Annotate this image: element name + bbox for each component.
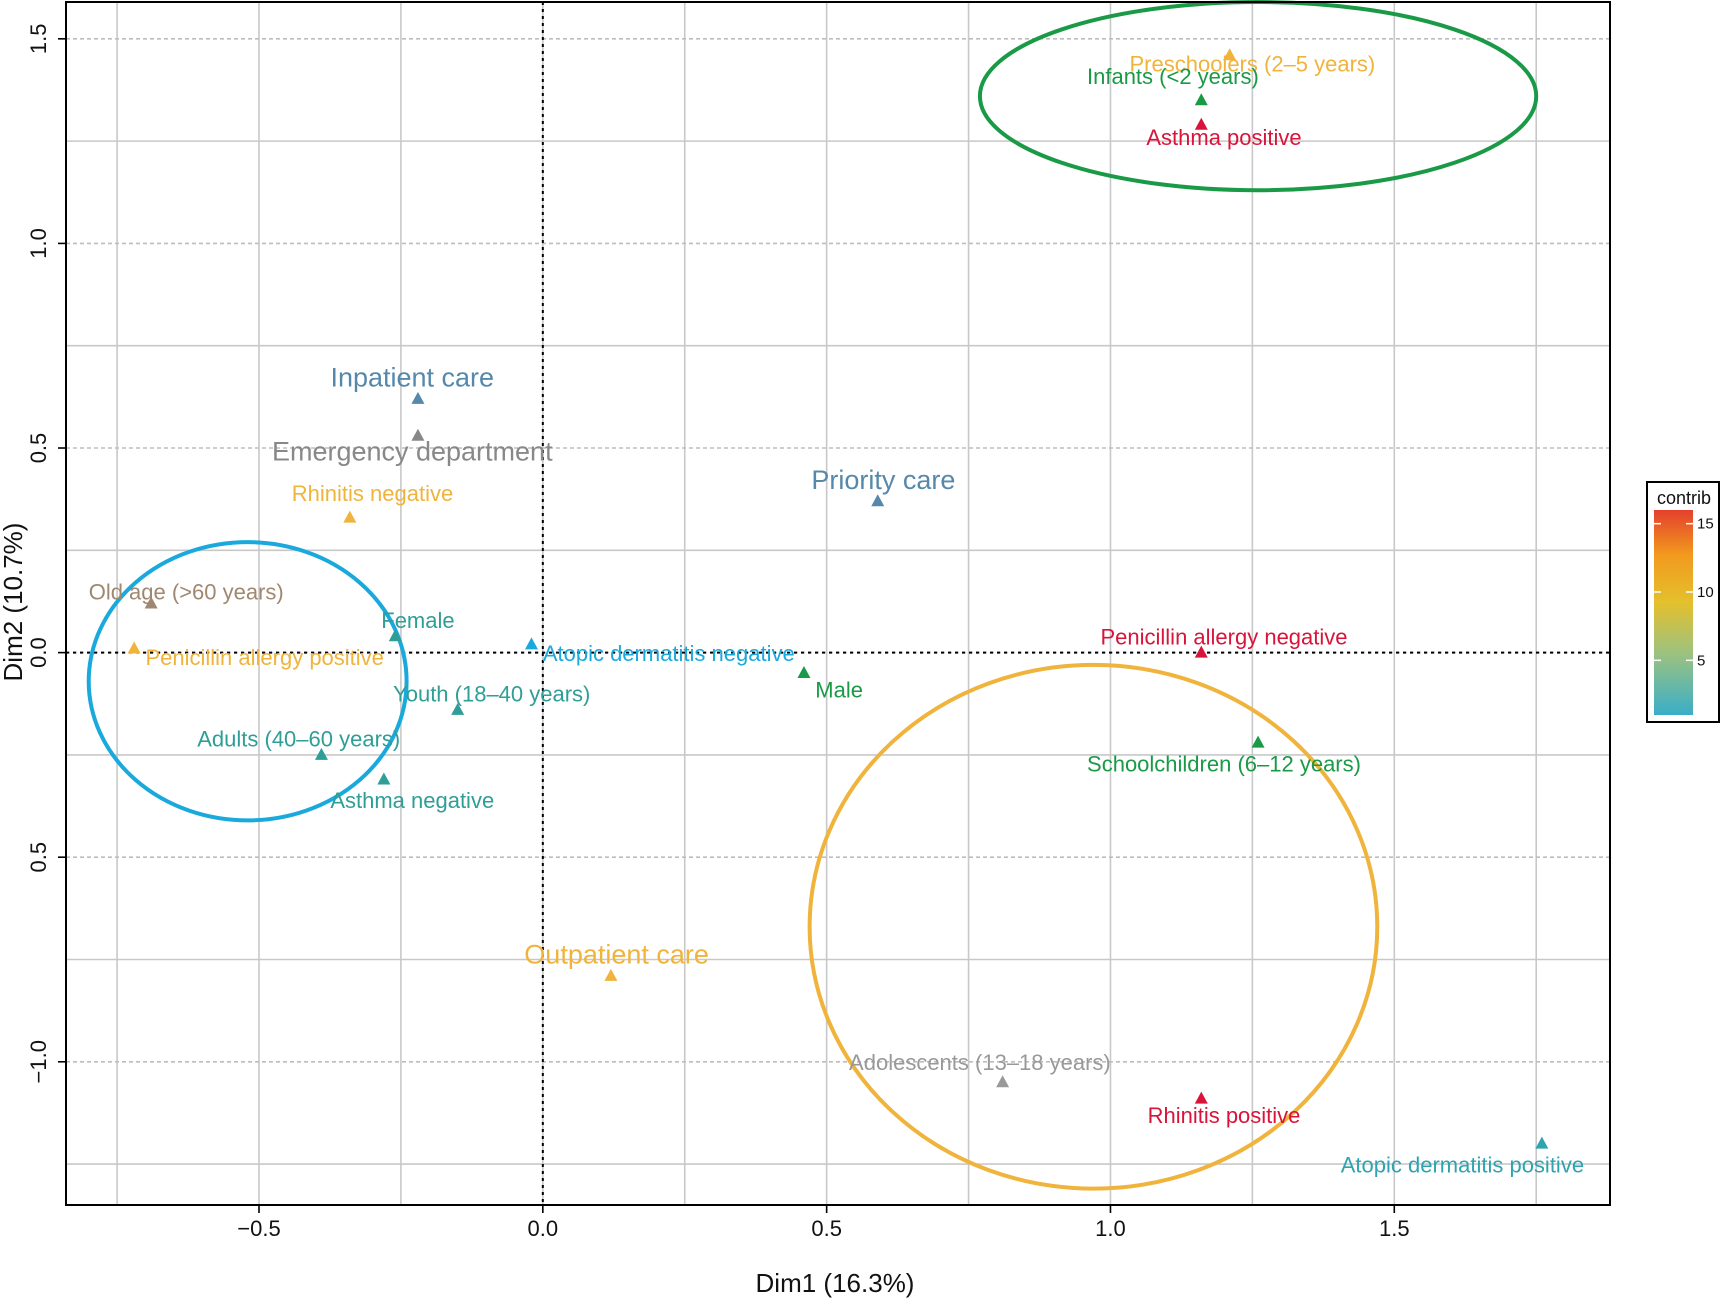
y-axis-ticks: −1.0 0.5 0.0 0.5 1.0 1.5	[26, 24, 66, 1084]
point-label: Emergency department	[272, 436, 553, 466]
data-point: Old age (>60 years)	[89, 579, 284, 609]
point-label: Rhinitis positive	[1148, 1103, 1301, 1128]
point-label: Rhinitis negative	[292, 481, 453, 506]
legend-ticks: 15 10 5	[1654, 516, 1714, 669]
x-axis-ticks: −0.5 0.0 0.5 1.0 1.5	[237, 1205, 1410, 1241]
point-marker	[411, 391, 425, 404]
legend-colorbar	[1654, 510, 1693, 715]
point-label: Old age (>60 years)	[89, 579, 284, 604]
data-point: Adults (40–60 years)	[197, 727, 400, 760]
point-label: Preschoolers (2–5 years)	[1129, 52, 1375, 77]
point-marker	[388, 629, 402, 642]
data-point: Youth (18–40 years)	[393, 682, 590, 715]
point-marker	[1223, 48, 1237, 61]
data-point: Schoolchildren (6–12 years)	[1087, 735, 1361, 776]
point-label: Adolescents (13–18 years)	[849, 1050, 1111, 1075]
point-marker	[1535, 1136, 1549, 1149]
legend-tick-label: 15	[1697, 516, 1714, 533]
point-marker	[343, 510, 357, 523]
point-label: Penicillin allergy negative	[1100, 624, 1347, 649]
y-tick-label: 1.5	[26, 24, 51, 55]
x-tick-label: 1.0	[1095, 1216, 1126, 1241]
data-point: Infants (<2 years)	[1087, 64, 1259, 106]
point-label: Schoolchildren (6–12 years)	[1087, 751, 1361, 776]
point-label: Penicillin allergy positive	[145, 645, 383, 670]
x-tick-label: 0.5	[811, 1216, 842, 1241]
point-marker	[377, 772, 391, 785]
point-label: Asthma negative	[330, 788, 494, 813]
point-marker	[871, 494, 885, 507]
point-label: Male	[815, 678, 863, 703]
point-marker	[1194, 93, 1208, 106]
data-point: Rhinitis positive	[1148, 1091, 1301, 1128]
ellipse-yellow	[807, 662, 1380, 1191]
point-marker	[604, 968, 618, 981]
data-point: Emergency department	[272, 428, 553, 466]
data-point: Inpatient care	[330, 363, 494, 404]
plot-border	[65, 1, 1611, 1206]
point-marker	[451, 702, 465, 715]
data-point: Atopic dermatitis positive	[1341, 1136, 1584, 1177]
data-point: Rhinitis negative	[292, 481, 453, 523]
point-marker	[127, 641, 141, 654]
y-axis-title: Dim2 (10.7%)	[0, 523, 28, 682]
x-axis-title: Dim1 (16.3%)	[756, 1268, 915, 1298]
data-point: Preschoolers (2–5 years)	[1129, 48, 1375, 77]
point-marker	[1251, 735, 1265, 748]
point-label: Adults (40–60 years)	[197, 727, 400, 752]
data-point: Male	[797, 666, 863, 703]
plot-background	[66, 2, 1610, 1205]
point-marker	[996, 1075, 1010, 1088]
point-marker	[797, 666, 811, 679]
point-label: Infants (<2 years)	[1087, 64, 1259, 89]
point-marker	[524, 637, 538, 650]
point-label: Priority care	[811, 465, 955, 495]
point-label: Inpatient care	[330, 363, 494, 393]
data-point: Asthma positive	[1146, 117, 1302, 150]
reference-lines	[66, 2, 1610, 1205]
data-point: Adolescents (13–18 years)	[849, 1050, 1111, 1088]
y-tick-label: 0.0	[26, 637, 51, 668]
x-tick-label: 1.5	[1379, 1216, 1410, 1241]
data-point: Priority care	[811, 465, 955, 507]
y-tick-label: −1.0	[26, 1040, 51, 1083]
ellipse-blue	[86, 540, 409, 823]
y-tick-label: 0.5	[26, 842, 51, 873]
data-point: Female	[381, 608, 455, 642]
point-label: Outpatient care	[524, 940, 709, 970]
x-tick-label: 0.0	[528, 1216, 559, 1241]
data-point: Atopic dermatitis negative	[524, 637, 795, 666]
grid	[66, 2, 1610, 1205]
data-point: Penicillin allergy positive	[127, 641, 384, 670]
point-marker	[411, 428, 425, 441]
data-point: Penicillin allergy negative	[1100, 624, 1348, 658]
y-tick-label: 1.0	[26, 228, 51, 259]
legend-title: contrib	[1657, 488, 1711, 508]
point-marker	[1194, 117, 1208, 130]
point-label: Atopic dermatitis negative	[543, 641, 795, 666]
point-marker	[144, 596, 158, 609]
legend-tick-label: 10	[1697, 584, 1714, 601]
point-marker	[314, 747, 328, 760]
y-tick-label: 0.5	[26, 433, 51, 464]
point-marker	[1194, 645, 1208, 658]
x-tick-label: −0.5	[237, 1216, 280, 1241]
point-marker	[1194, 1091, 1208, 1104]
point-label: Asthma positive	[1146, 125, 1301, 150]
contrib-legend: contrib 15 10 5	[1646, 481, 1720, 723]
point-label: Female	[381, 608, 454, 633]
data-point: Asthma negative	[330, 772, 494, 813]
data-point: Outpatient care	[524, 940, 709, 981]
point-label: Atopic dermatitis positive	[1341, 1152, 1584, 1177]
points: Preschoolers (2–5 years)Infants (<2 year…	[89, 48, 1584, 1177]
legend-tick-label: 5	[1697, 652, 1705, 669]
point-label: Youth (18–40 years)	[393, 682, 590, 707]
